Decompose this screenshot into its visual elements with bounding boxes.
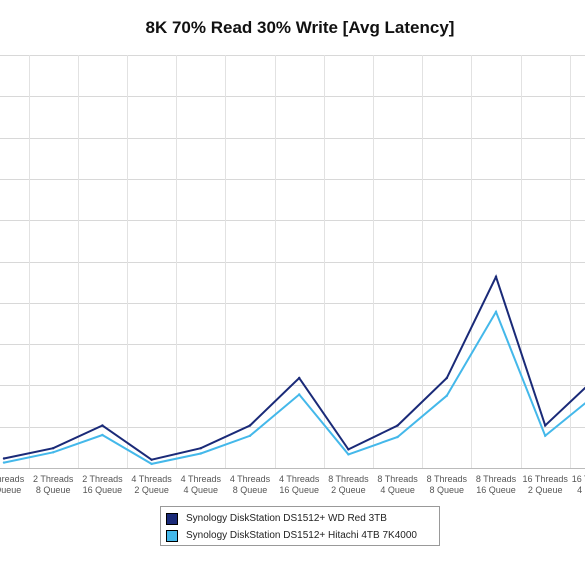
data-point-s2-12 [544, 434, 547, 437]
data-point-s2-1 [2, 461, 6, 464]
legend-label-series-2: Synology DiskStation DS1512+ Hitachi 4TB… [186, 530, 417, 541]
legend-swatch-series-1 [166, 512, 178, 525]
data-point-s2-3 [101, 433, 104, 437]
data-point-s1-9 [396, 424, 399, 427]
data-point-s1-3 [101, 424, 104, 427]
data-point-s2-10 [445, 394, 448, 397]
data-point-s2-11 [494, 310, 498, 314]
data-point-s2-5 [199, 452, 202, 455]
legend-swatch-series-2 [166, 529, 178, 542]
series-line-2 [3, 309, 585, 465]
x-tick-label-12: 16 Threads 2 Queue [523, 474, 569, 495]
data-point-s1-12 [544, 424, 547, 427]
data-point-s1-7 [298, 376, 301, 380]
x-tick-label-4: 4 Threads 2 Queue [131, 474, 172, 495]
data-point-s1-4 [150, 458, 153, 461]
x-tick-label-3: 2 Threads 16 Queue [82, 474, 123, 495]
x-tick-label-10: 8 Threads 8 Queue [427, 474, 468, 495]
grid-layer [0, 55, 585, 469]
data-point-s1-6 [248, 424, 252, 427]
x-tick-label-8: 8 Threads 2 Queue [328, 474, 369, 495]
data-point-s2-6 [248, 434, 252, 437]
data-point-s1-2 [52, 447, 55, 450]
data-point-s1-10 [445, 376, 448, 380]
x-tick-label-5: 4 Threads 4 Queue [181, 474, 222, 495]
data-point-s1-1 [2, 457, 6, 460]
x-tick-label-6: 4 Threads 8 Queue [230, 474, 271, 495]
data-point-s2-4 [150, 462, 153, 466]
legend-label-series-1: Synology DiskStation DS1512+ WD Red 3TB [186, 513, 387, 524]
x-tick-label-7: 4 Threads 16 Queue [279, 474, 320, 495]
x-tick-label-2: 2 Threads 8 Queue [33, 474, 74, 495]
data-point-s2-9 [396, 435, 399, 439]
data-point-s2-7 [298, 393, 301, 396]
legend: Synology DiskStation DS1512+ WD Red 3TB … [160, 506, 440, 546]
data-point-s2-2 [52, 451, 55, 454]
x-tick-label-9: 8 Threads 4 Queue [377, 474, 418, 495]
series-line-1 [3, 274, 585, 461]
legend-item-series-1: Synology DiskStation DS1512+ WD Red 3TB [166, 510, 434, 527]
data-point-s2-8 [347, 453, 350, 456]
x-tick-label-11: 8 Threads 16 Queue [476, 474, 517, 495]
chart-title: 8K 70% Read 30% Write [Avg Latency] [145, 18, 455, 37]
series-layer [2, 274, 585, 466]
data-point-s1-11 [494, 275, 498, 278]
data-point-s1-5 [199, 447, 202, 450]
data-point-s1-8 [347, 448, 350, 451]
legend-item-series-2: Synology DiskStation DS1512+ Hitachi 4TB… [166, 527, 434, 544]
